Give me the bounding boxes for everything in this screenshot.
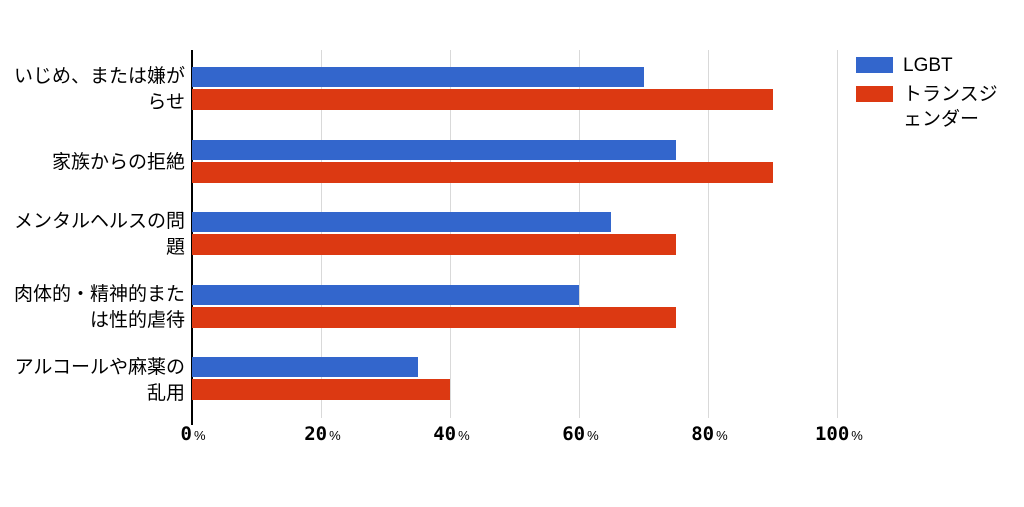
bar-lgbt-substance-abuse[interactable] <box>192 357 418 378</box>
bar-lgbt-bullying[interactable] <box>192 67 644 87</box>
bar-group-family-rejection <box>192 127 837 200</box>
x-tick-value: 0 <box>180 423 192 445</box>
legend-item-lgbt[interactable]: LGBT <box>856 53 1003 78</box>
x-tick-40: 40% <box>433 423 469 445</box>
x-tick-value: 40 <box>433 423 457 445</box>
bar-group-substance-abuse <box>192 344 837 417</box>
x-tick-unit: % <box>329 428 341 443</box>
gridline-100 <box>837 50 838 418</box>
x-axis: 0% 20% 40% 60% 80% 100% <box>180 423 862 449</box>
category-label-abuse: 肉体的・精神的または性的虐待 <box>13 284 185 332</box>
bar-transgender-bullying[interactable] <box>192 89 773 110</box>
x-tick-0: 0% <box>180 423 205 445</box>
bar-lgbt-abuse[interactable] <box>192 284 579 305</box>
x-tick-value: 100 <box>814 423 850 445</box>
legend: LGBT トランスジェンダー <box>856 53 1003 136</box>
x-tick-value: 20 <box>304 423 328 445</box>
gridline-80 <box>708 50 709 418</box>
bar-rows <box>192 54 837 417</box>
x-tick-80: 80% <box>691 423 727 445</box>
x-tick-100: 100% <box>815 423 863 445</box>
category-axis: いじめ、または嫌がらせ 家族からの拒絶 メンタルヘルスの問題 肉体的・精神的また… <box>0 54 185 417</box>
category-label-mental-health: メンタルヘルスの問題 <box>13 211 185 259</box>
legend-item-transgender[interactable]: トランスジェンダー <box>856 82 1003 132</box>
x-tick-unit: % <box>716 428 728 443</box>
gridline-60 <box>579 50 580 418</box>
bar-group-bullying <box>192 54 837 127</box>
legend-swatch-transgender <box>856 86 893 102</box>
gridlines <box>192 50 838 418</box>
x-tick-unit: % <box>851 428 863 443</box>
bar-lgbt-family-rejection[interactable] <box>192 139 676 160</box>
gridline-20 <box>321 50 322 418</box>
legend-label-lgbt: LGBT <box>903 55 953 76</box>
x-tick-unit: % <box>587 428 599 443</box>
bar-transgender-substance-abuse[interactable] <box>192 379 450 401</box>
bar-group-abuse <box>192 272 837 345</box>
legend-label-transgender: トランスジェンダー <box>903 84 998 130</box>
legend-swatch-lgbt <box>856 57 893 73</box>
x-tick-unit: % <box>193 428 206 443</box>
x-tick-60: 60% <box>562 423 598 445</box>
bar-transgender-abuse[interactable] <box>192 306 676 328</box>
gridline-40 <box>450 50 451 418</box>
bar-lgbt-mental-health[interactable] <box>192 212 612 233</box>
bar-group-mental-health <box>192 199 837 272</box>
x-tick-20: 20% <box>304 423 340 445</box>
bar-transgender-family-rejection[interactable] <box>192 161 773 183</box>
category-label-bullying: いじめ、または嫌がらせ <box>13 66 185 114</box>
x-tick-unit: % <box>458 428 470 443</box>
x-tick-value: 60 <box>562 423 586 445</box>
x-tick-value: 80 <box>691 423 715 445</box>
bar-transgender-mental-health[interactable] <box>192 234 676 256</box>
category-label-family-rejection: 家族からの拒絶 <box>51 151 185 173</box>
category-label-substance-abuse: アルコールや麻薬の乱用 <box>14 356 185 404</box>
plot-area <box>192 50 838 418</box>
